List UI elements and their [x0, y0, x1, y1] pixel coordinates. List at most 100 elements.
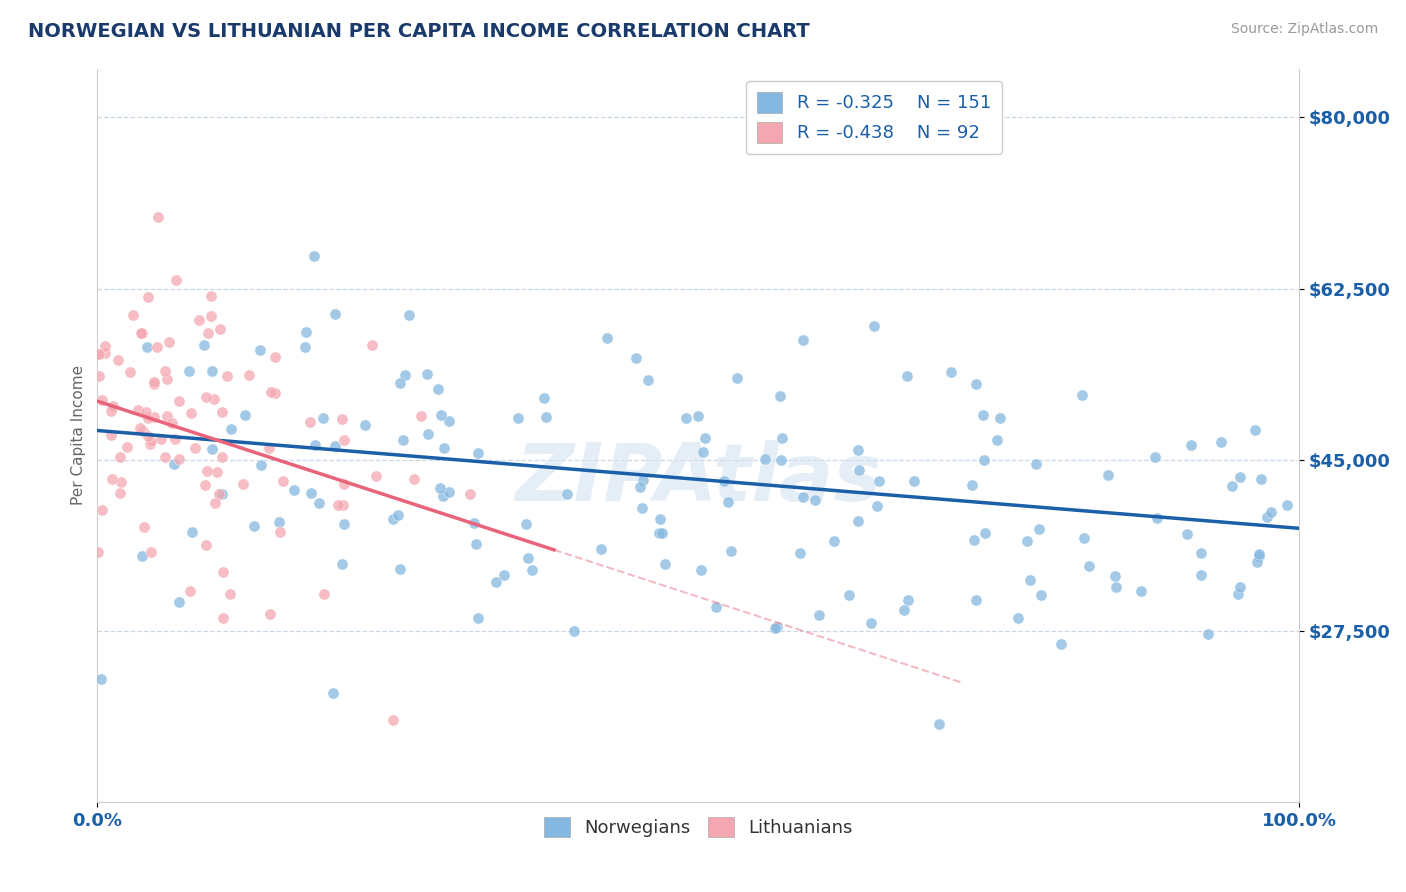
- Point: [131, 549, 153, 563]
- Point: [311, 411, 333, 425]
- Point: [725, 371, 748, 385]
- Point: [939, 365, 962, 379]
- Point: [153, 450, 176, 464]
- Point: [675, 411, 697, 425]
- Point: [1175, 526, 1198, 541]
- Point: [770, 453, 793, 467]
- Point: [1220, 479, 1243, 493]
- Point: [115, 440, 138, 454]
- Point: [534, 409, 557, 424]
- Point: [302, 249, 325, 263]
- Point: [467, 446, 489, 460]
- Y-axis label: Per Capita Income: Per Capita Income: [72, 366, 86, 506]
- Point: [973, 526, 995, 541]
- Point: [631, 501, 654, 516]
- Point: [328, 498, 350, 512]
- Point: [195, 390, 218, 404]
- Point: [695, 431, 717, 445]
- Point: [1071, 388, 1094, 402]
- Point: [589, 542, 612, 557]
- Point: [304, 438, 326, 452]
- Point: [212, 611, 235, 625]
- Point: [299, 485, 322, 500]
- Point: [429, 481, 451, 495]
- Point: [211, 486, 233, 500]
- Point: [686, 409, 709, 423]
- Point: [364, 468, 387, 483]
- Point: [630, 480, 652, 494]
- Point: [392, 433, 415, 447]
- Point: [437, 484, 460, 499]
- Point: [418, 426, 440, 441]
- Point: [1250, 472, 1272, 486]
- Point: [1104, 569, 1126, 583]
- Point: [308, 495, 330, 509]
- Point: [903, 475, 925, 489]
- Point: [107, 352, 129, 367]
- Point: [965, 593, 987, 607]
- Point: [153, 364, 176, 378]
- Point: [651, 526, 673, 541]
- Point: [965, 377, 987, 392]
- Point: [1050, 637, 1073, 651]
- Point: [848, 463, 870, 477]
- Point: [156, 409, 179, 423]
- Point: [770, 431, 793, 445]
- Point: [194, 538, 217, 552]
- Point: [522, 563, 544, 577]
- Point: [416, 367, 439, 381]
- Point: [533, 391, 555, 405]
- Point: [754, 451, 776, 466]
- Point: [243, 519, 266, 533]
- Point: [283, 483, 305, 497]
- Point: [426, 382, 449, 396]
- Point: [465, 537, 488, 551]
- Point: [437, 413, 460, 427]
- Text: NORWEGIAN VS LITHUANIAN PER CAPITA INCOME CORRELATION CHART: NORWEGIAN VS LITHUANIAN PER CAPITA INCOM…: [28, 22, 810, 41]
- Point: [972, 408, 994, 422]
- Point: [87, 545, 110, 559]
- Point: [387, 508, 409, 522]
- Point: [218, 586, 240, 600]
- Point: [624, 351, 647, 365]
- Point: [211, 450, 233, 465]
- Point: [129, 421, 152, 435]
- Point: [555, 487, 578, 501]
- Point: [648, 512, 671, 526]
- Point: [838, 589, 860, 603]
- Point: [1028, 522, 1050, 536]
- Point: [87, 347, 110, 361]
- Point: [179, 584, 201, 599]
- Point: [928, 717, 950, 731]
- Point: [1180, 438, 1202, 452]
- Point: [132, 520, 155, 534]
- Point: [139, 544, 162, 558]
- Point: [808, 607, 831, 622]
- Point: [139, 434, 162, 448]
- Point: [148, 210, 170, 224]
- Point: [596, 331, 619, 345]
- Point: [167, 595, 190, 609]
- Point: [485, 575, 508, 590]
- Point: [1209, 435, 1232, 450]
- Point: [769, 389, 792, 403]
- Point: [90, 502, 112, 516]
- Point: [1025, 457, 1047, 471]
- Point: [330, 557, 353, 571]
- Point: [208, 487, 231, 501]
- Point: [432, 489, 454, 503]
- Point: [382, 714, 405, 728]
- Point: [1017, 534, 1039, 549]
- Point: [108, 450, 131, 464]
- Point: [823, 533, 845, 548]
- Point: [138, 429, 160, 443]
- Point: [398, 308, 420, 322]
- Point: [201, 442, 224, 457]
- Point: [962, 478, 984, 492]
- Point: [135, 405, 157, 419]
- Point: [896, 369, 918, 384]
- Point: [463, 516, 485, 530]
- Point: [1146, 511, 1168, 525]
- Point: [333, 477, 356, 491]
- Point: [135, 340, 157, 354]
